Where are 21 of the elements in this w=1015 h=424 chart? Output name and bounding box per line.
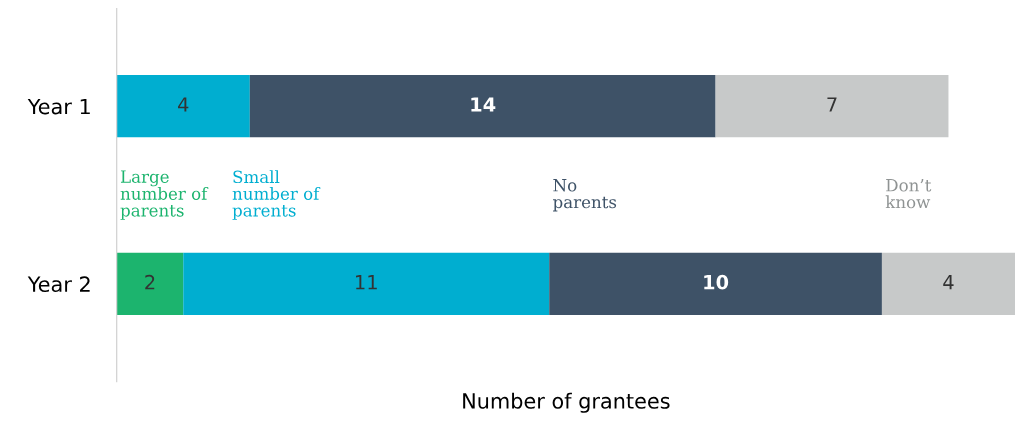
text: No parents <box>553 179 617 212</box>
bar <box>715 75 949 138</box>
data-label: 7 <box>827 97 837 112</box>
bar <box>183 252 550 315</box>
data-label: 11 <box>356 275 377 290</box>
series-label: Large number of parents <box>120 170 209 220</box>
data-label: 10 <box>704 274 729 290</box>
series-label: Small number of parents <box>232 170 321 220</box>
bar <box>549 252 882 315</box>
data-label: 2 <box>145 274 155 290</box>
text: Don’t know <box>885 179 932 209</box>
data-label: 4 <box>178 97 189 112</box>
bar <box>881 252 1015 315</box>
data-label: 14 <box>471 97 496 112</box>
x-axis-title: Number of grantees <box>463 392 670 413</box>
bar <box>249 75 716 138</box>
y-tick-label: Year 2 <box>27 276 90 293</box>
y-tick-label: Year 1 <box>27 98 90 115</box>
bar <box>116 252 184 315</box>
data-label: 4 <box>943 275 954 290</box>
bar <box>116 75 250 138</box>
